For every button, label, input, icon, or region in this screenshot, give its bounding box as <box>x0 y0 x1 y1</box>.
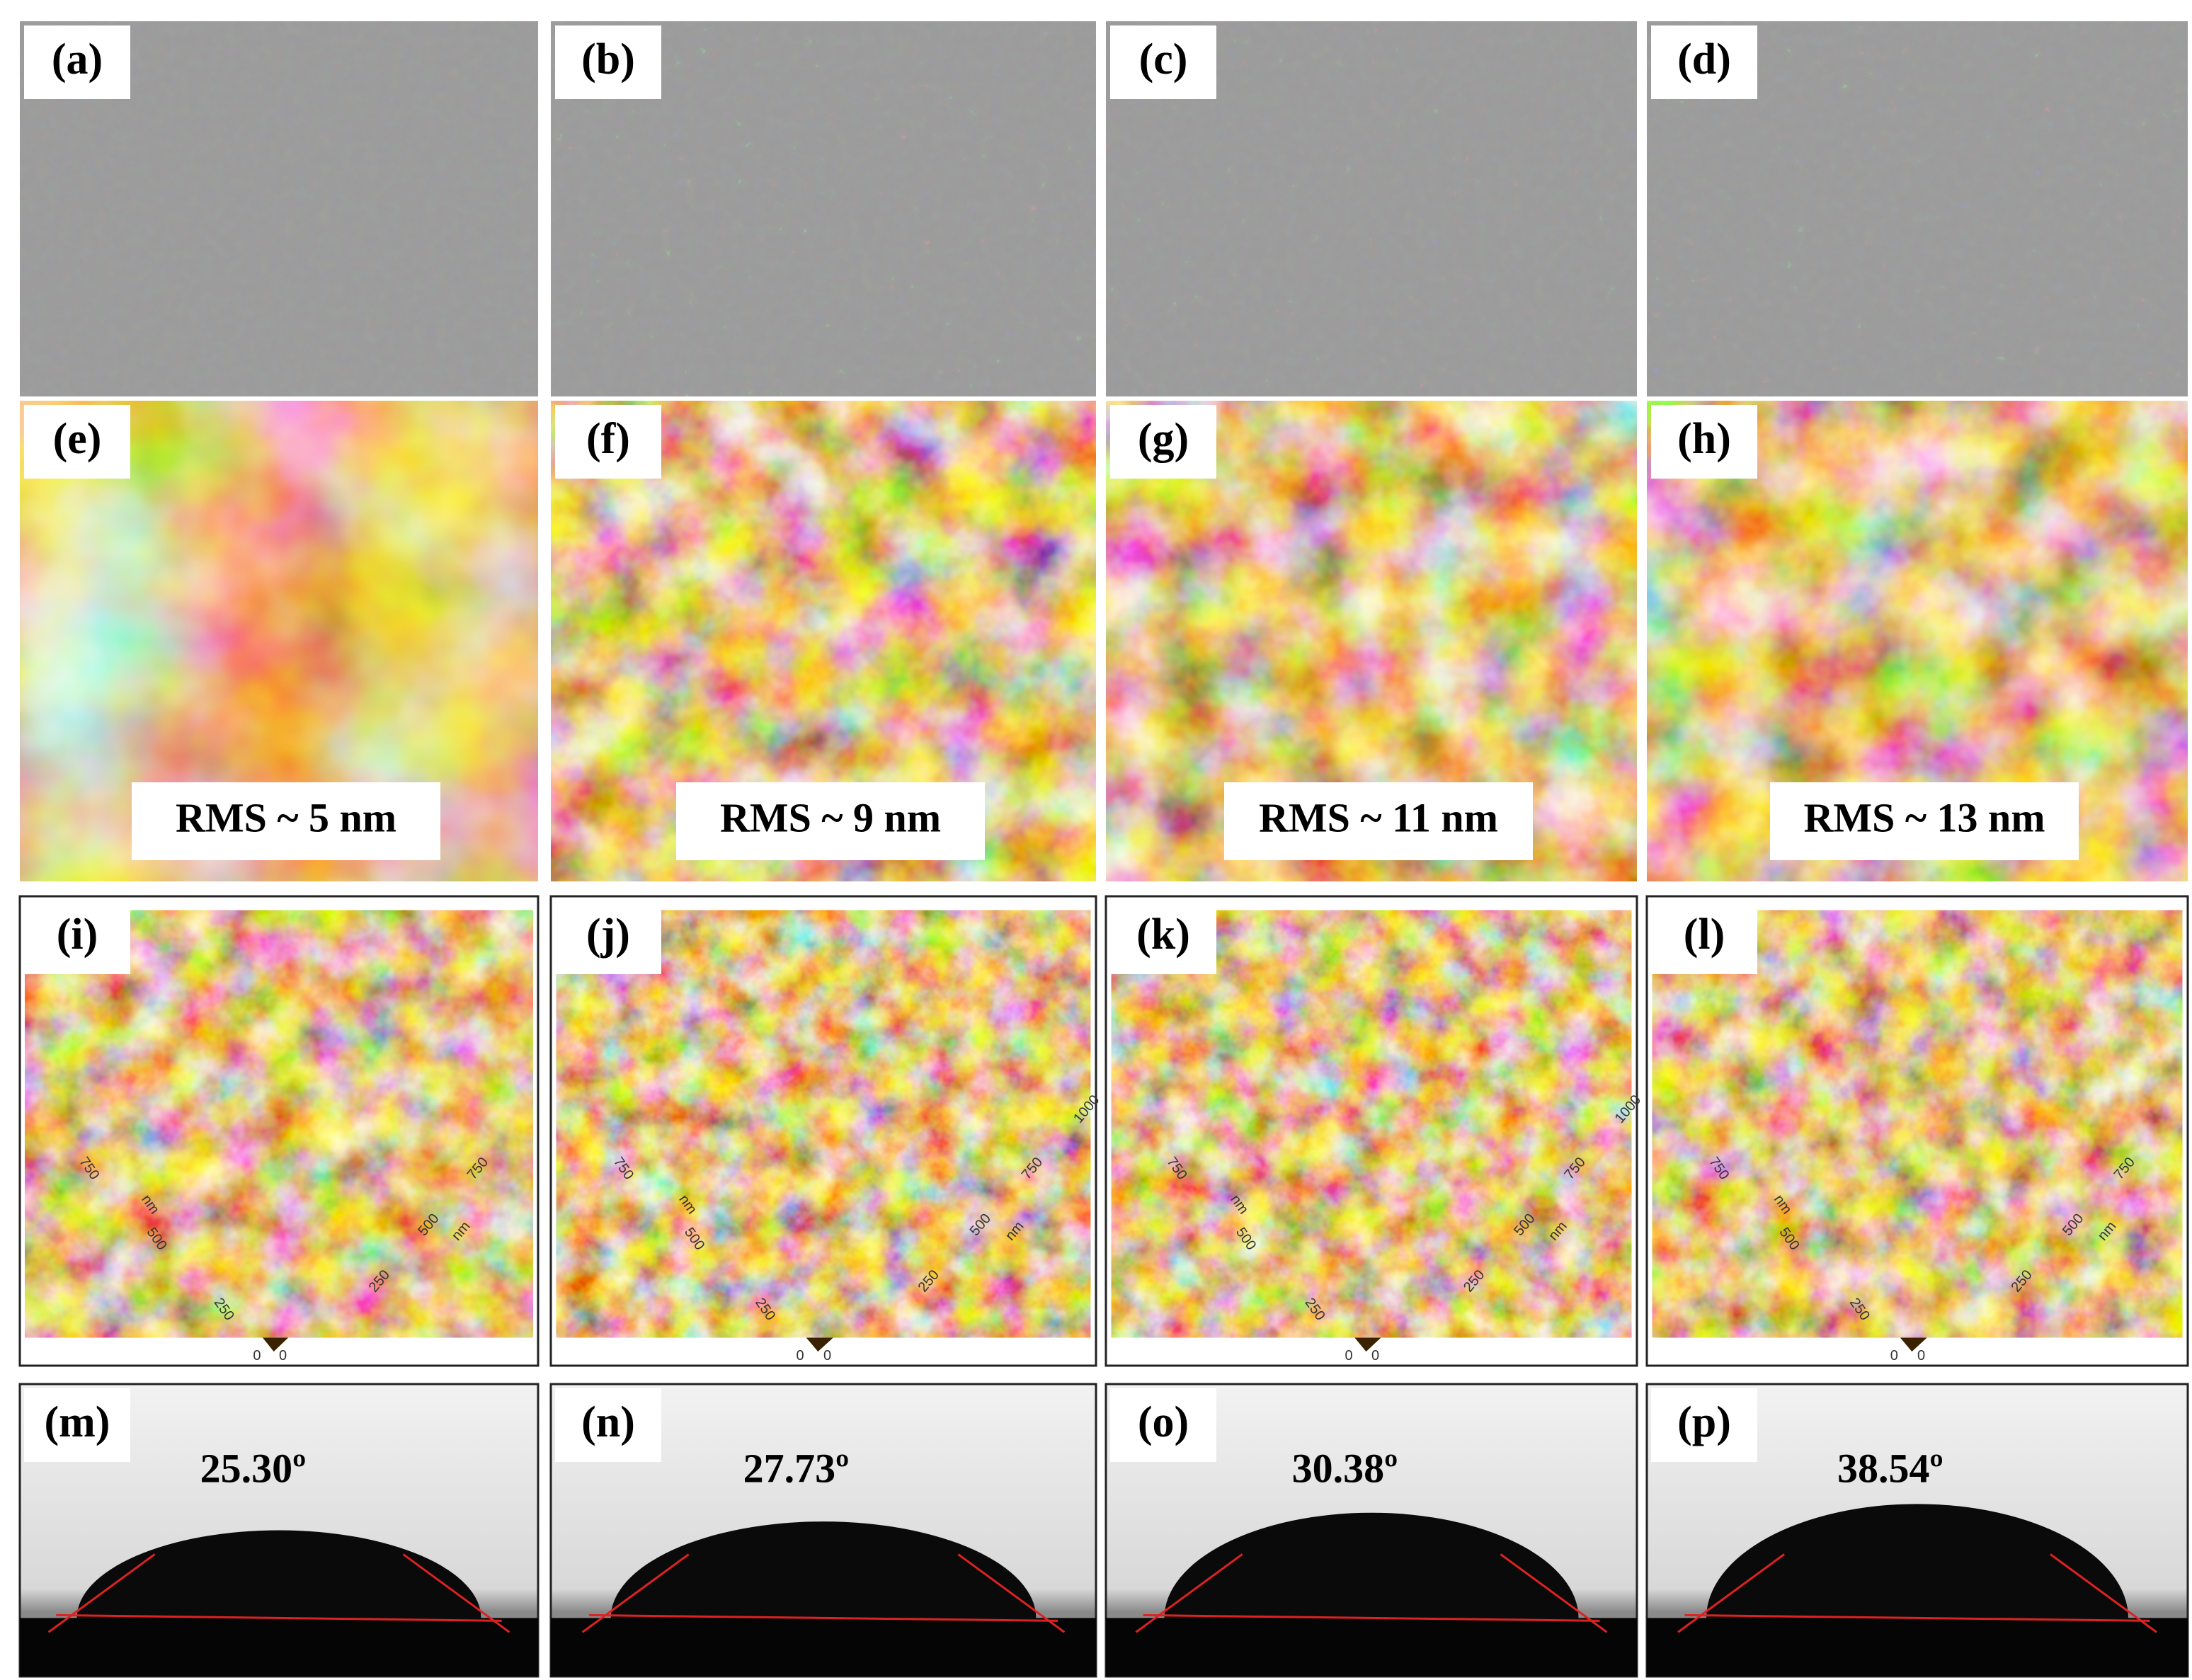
substrate <box>551 1618 1096 1676</box>
surface-3d <box>556 910 1091 1338</box>
panel-label: (h) <box>1677 415 1731 463</box>
axis-origin: 0 <box>1371 1348 1379 1364</box>
droplet <box>76 1530 481 1618</box>
panel-label: (i) <box>57 910 98 959</box>
axis-origin: 0 <box>823 1348 831 1364</box>
panel-label: (e) <box>53 415 102 463</box>
rms-box <box>132 782 440 860</box>
baseline <box>588 1613 1058 1622</box>
panel-label: (a) <box>52 35 103 84</box>
panel-label: (c) <box>1139 35 1188 84</box>
label-box <box>555 901 661 974</box>
surface-3d <box>1111 910 1632 1338</box>
rms-box <box>676 782 985 860</box>
droplet <box>610 1521 1037 1618</box>
surface-side <box>1111 1027 1632 1352</box>
afm-panel: (e) RMS ~ 5 nm <box>18 399 540 883</box>
tangent <box>581 1553 690 1633</box>
afm-panel: (f) RMS ~ 9 nm <box>549 399 1097 883</box>
label-box <box>1651 1388 1757 1462</box>
label-box <box>1651 405 1757 479</box>
label-box <box>555 405 661 479</box>
label-box <box>24 1388 130 1462</box>
tangent <box>47 1553 156 1633</box>
afm-panel: (h) RMS ~ 13 nm <box>1645 399 2189 883</box>
contact-angle: 25.30º <box>200 1445 307 1491</box>
rms-box <box>1224 782 1533 860</box>
surface-side <box>556 1027 1091 1352</box>
contact-angle: 38.54º <box>1837 1445 1943 1491</box>
substrate <box>1106 1618 1637 1676</box>
droplet <box>1164 1512 1579 1618</box>
drop-panel: (o) 30.38º <box>1104 1383 1638 1678</box>
droplet <box>1706 1504 2128 1618</box>
label-box <box>24 901 130 974</box>
label-box <box>1110 1388 1216 1462</box>
tangent <box>1677 1553 1785 1633</box>
label-box <box>555 25 661 99</box>
contact-angle: 27.73º <box>743 1445 850 1491</box>
baseline <box>1684 1613 2150 1622</box>
panel-label: (f) <box>586 415 630 463</box>
rms-label: RMS ~ 11 nm <box>1259 794 1498 840</box>
drop-panel: (p) 38.54º <box>1645 1383 2189 1678</box>
panel-label: (d) <box>1677 35 1731 84</box>
panel-label: (b) <box>581 35 635 84</box>
surface-side <box>25 1027 533 1352</box>
tangent <box>402 1553 510 1633</box>
axis-origin: 0 <box>279 1348 287 1364</box>
tangent <box>1135 1553 1243 1633</box>
contact-angle: 30.38º <box>1292 1445 1398 1491</box>
surface-side <box>1652 1027 2183 1352</box>
sem-panel: (c) <box>1104 20 1638 398</box>
sem-image <box>549 20 1097 398</box>
rms-label: RMS ~ 13 nm <box>1803 794 2045 840</box>
rms-label: RMS ~ 9 nm <box>720 794 941 840</box>
label-box <box>555 1388 661 1462</box>
panel-label: (o) <box>1138 1398 1189 1446</box>
rms-box <box>1770 782 2079 860</box>
label-box <box>24 405 130 479</box>
surface-3d <box>25 910 533 1338</box>
tangent <box>1500 1553 1608 1633</box>
axis-origin: 0 <box>1917 1348 1925 1364</box>
panel-label: (g) <box>1138 415 1189 463</box>
substrate <box>1647 1618 2188 1676</box>
axis-origin: 0 <box>1345 1348 1353 1364</box>
drop-panel: (m) 25.30º <box>18 1383 540 1678</box>
tangent <box>957 1553 1066 1633</box>
tangent <box>2050 1553 2157 1633</box>
label-box <box>24 25 130 99</box>
label-box <box>1110 25 1216 99</box>
axis-origin: 0 <box>253 1348 261 1364</box>
substrate <box>20 1618 538 1676</box>
panel-label: (m) <box>45 1398 110 1446</box>
axis-origin: 0 <box>797 1348 804 1364</box>
panel-label: (k) <box>1136 910 1190 959</box>
sem-panel: (d) <box>1645 20 2189 398</box>
panel-label: (p) <box>1677 1398 1731 1446</box>
afm-panel: (g) RMS ~ 11 nm <box>1104 399 1638 883</box>
label-box <box>1651 25 1757 99</box>
label-box <box>1110 901 1216 974</box>
panel-label: (j) <box>586 910 630 959</box>
panel-label: (n) <box>581 1398 635 1446</box>
surface-3d <box>1652 910 2183 1338</box>
panel-label: (l) <box>1684 910 1725 959</box>
axis-origin: 0 <box>1890 1348 1898 1364</box>
rms-label: RMS ~ 5 nm <box>176 794 396 840</box>
label-box <box>1651 901 1757 974</box>
sem-panel: (b) <box>549 20 1097 398</box>
drop-panel: (n) 27.73º <box>549 1383 1097 1678</box>
baseline <box>1143 1613 1600 1622</box>
baseline <box>56 1613 502 1622</box>
label-box <box>1110 405 1216 479</box>
sem-panel: (a) <box>18 20 540 398</box>
